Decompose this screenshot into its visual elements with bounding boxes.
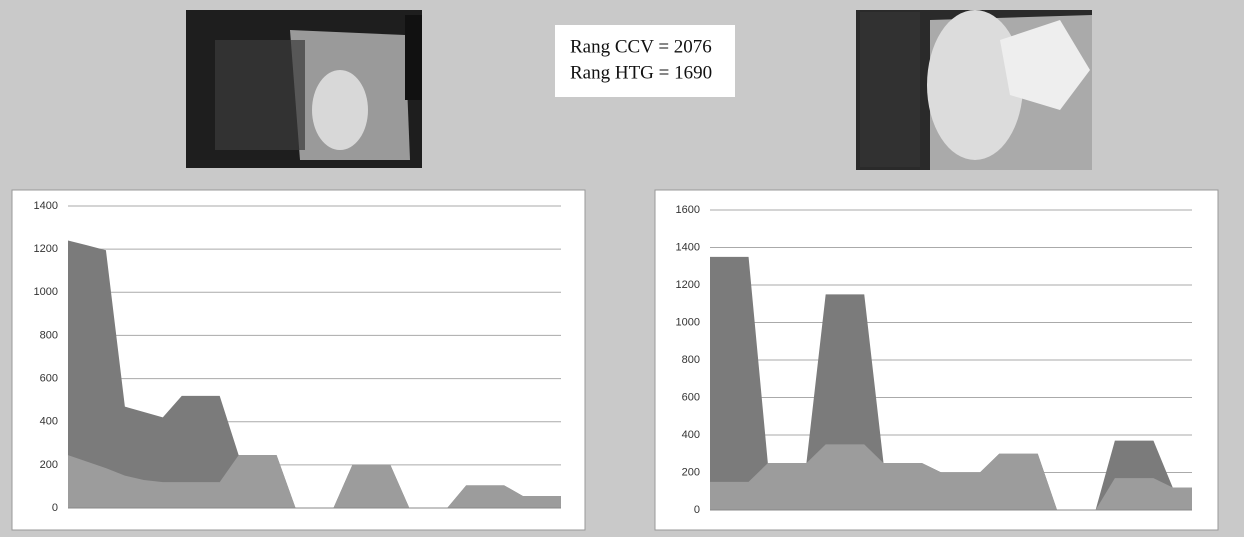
y-tick-label: 400 xyxy=(682,429,700,441)
text-line: Rang HTG = 1690 xyxy=(570,62,712,83)
y-tick-label: 1000 xyxy=(676,316,700,328)
y-tick-label: 0 xyxy=(52,502,58,514)
area xyxy=(710,444,1192,510)
y-tick-label: 1000 xyxy=(34,286,58,298)
y-tick-label: 1400 xyxy=(34,200,58,212)
y-tick-label: 200 xyxy=(40,459,58,471)
area xyxy=(68,240,561,508)
area xyxy=(68,455,561,508)
y-tick-label: 0 xyxy=(694,504,700,516)
y-tick-label: 800 xyxy=(682,354,700,366)
y-tick-label: 600 xyxy=(682,391,700,403)
y-tick-label: 1600 xyxy=(676,204,700,216)
y-tick-label: 800 xyxy=(40,329,58,341)
photo-left xyxy=(186,10,422,168)
photo-right xyxy=(856,10,1092,170)
y-tick-label: 1200 xyxy=(676,279,700,291)
y-tick-label: 1200 xyxy=(34,243,58,255)
text-line: Rang CCV = 2076 xyxy=(570,36,712,57)
y-tick-label: 1400 xyxy=(676,241,700,253)
text-box: Rang CCV = 2076 Rang HTG = 1690 xyxy=(555,25,735,97)
y-tick-label: 600 xyxy=(40,372,58,384)
y-tick-label: 200 xyxy=(682,466,700,478)
y-tick-label: 400 xyxy=(40,416,58,428)
